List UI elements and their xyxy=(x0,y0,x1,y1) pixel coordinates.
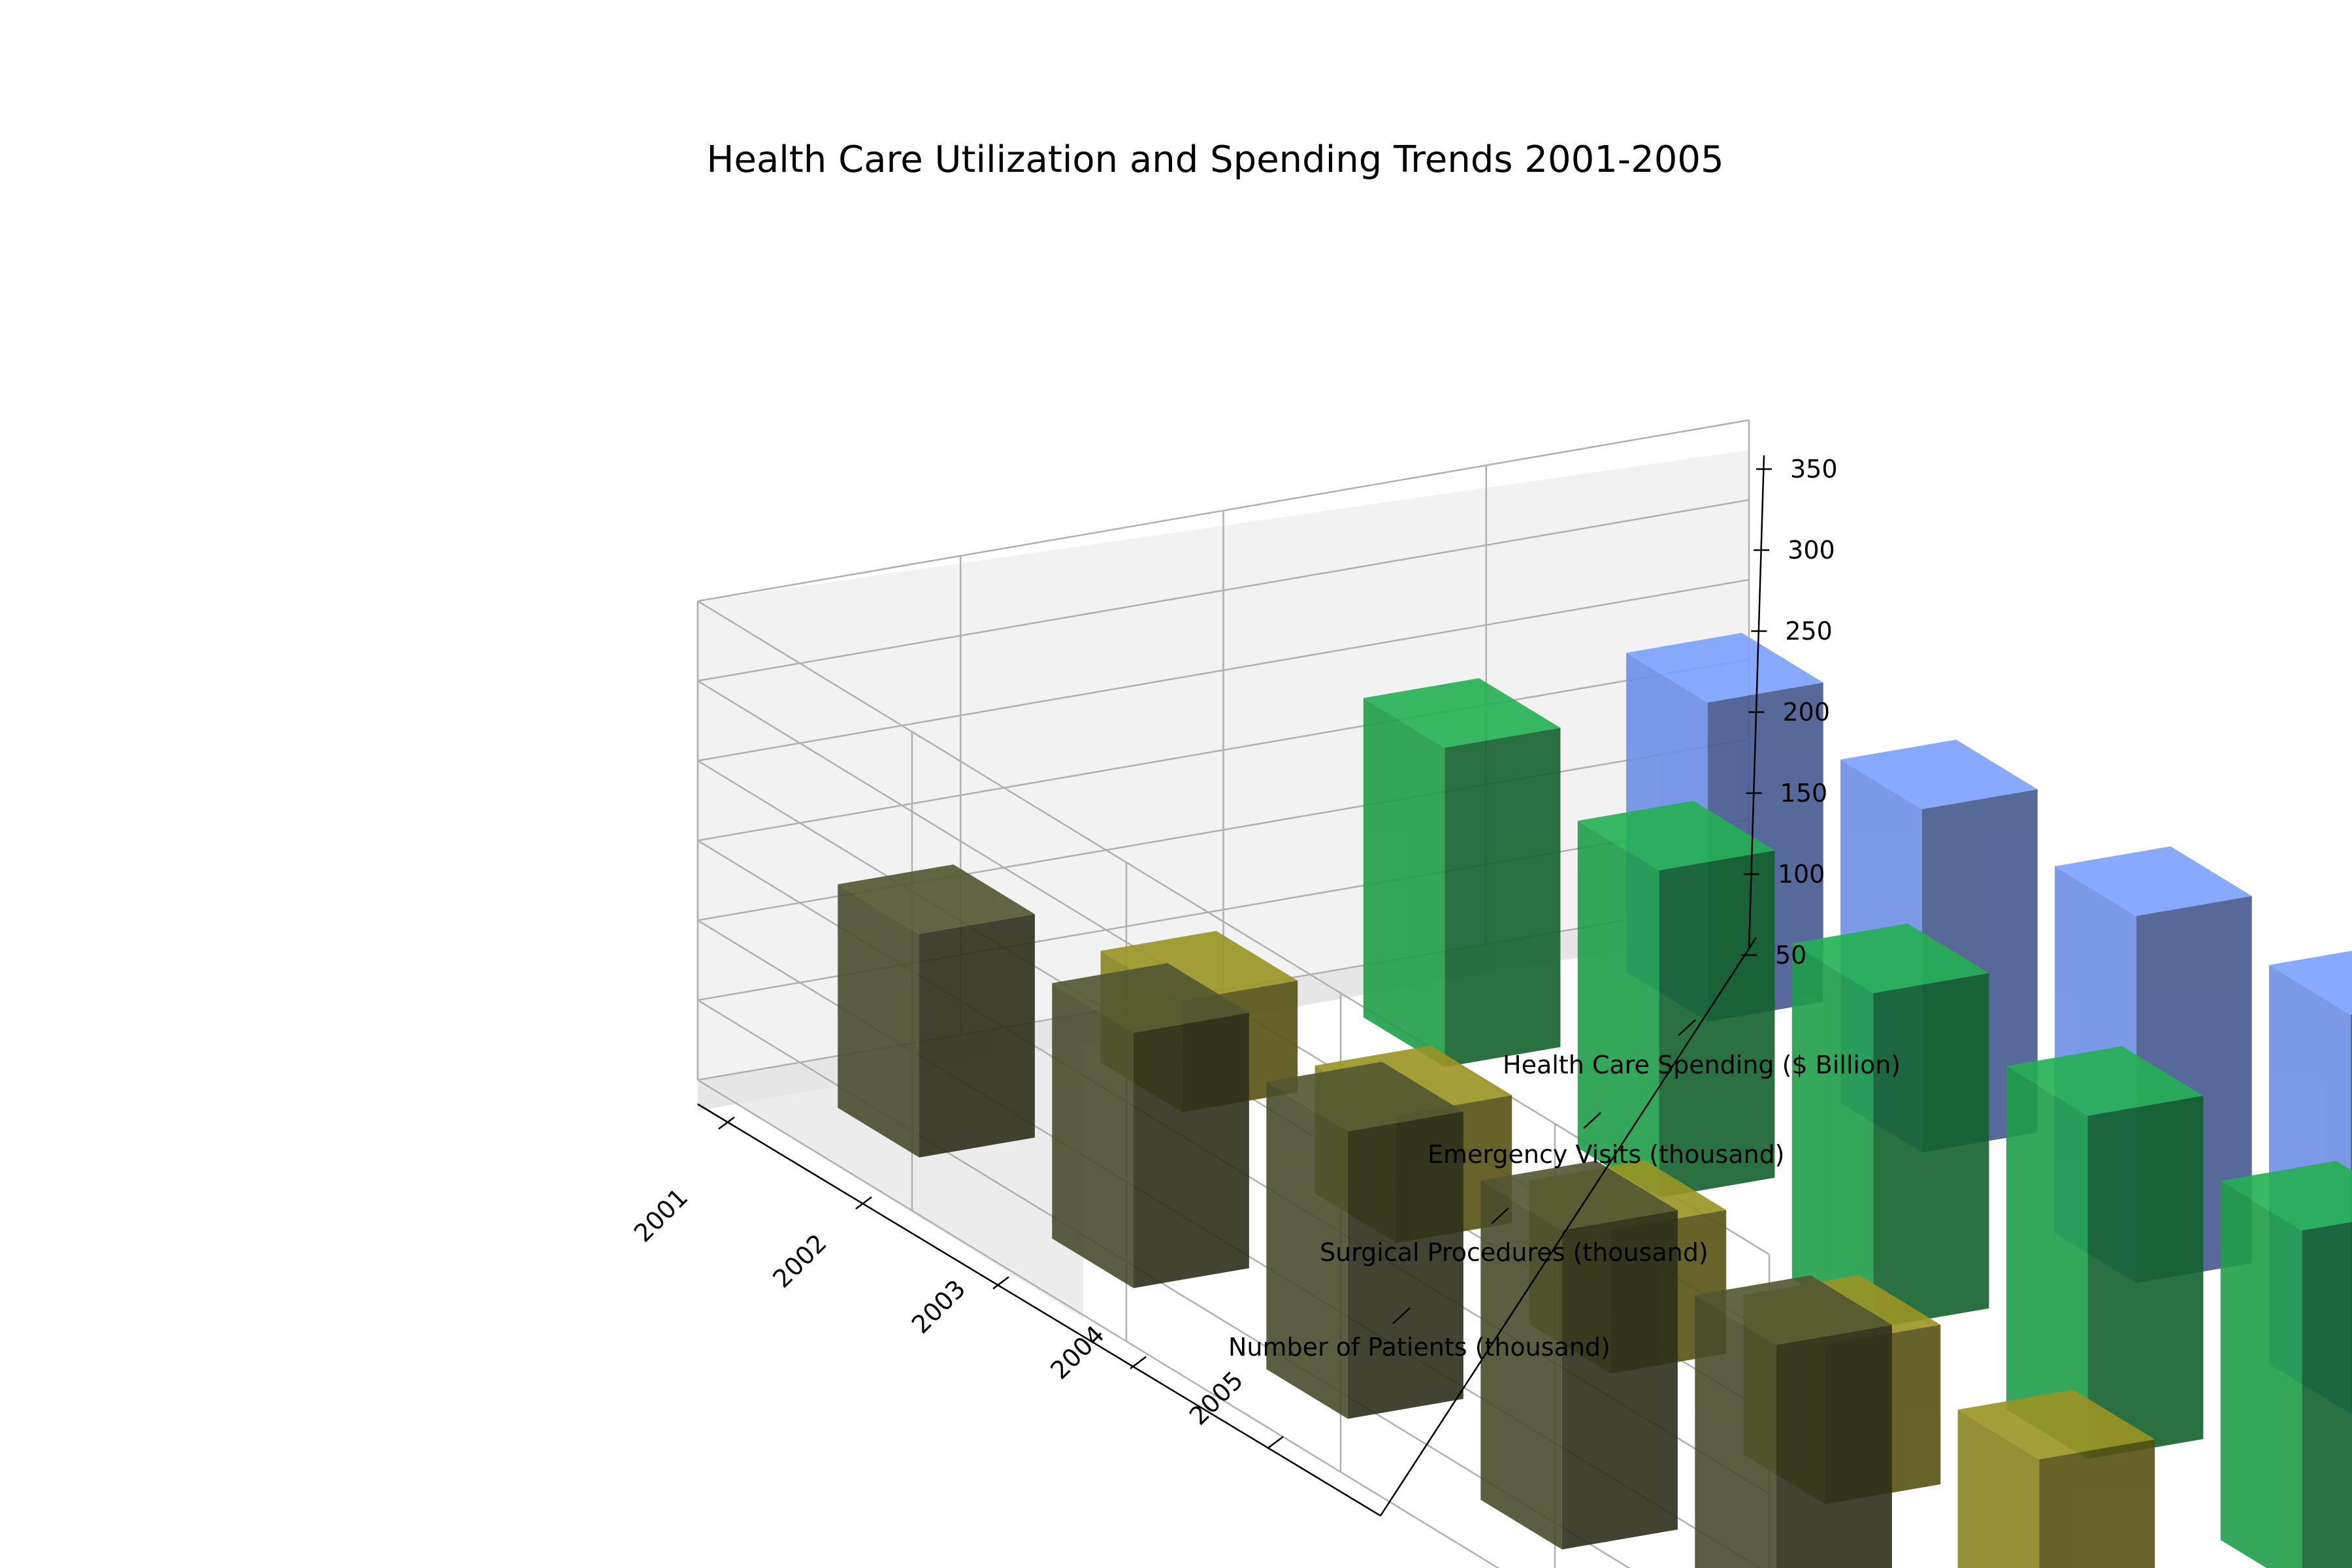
bars-layer xyxy=(838,632,2352,1568)
z-tick-label: 200 xyxy=(1783,698,1831,727)
bar-face-front xyxy=(1363,698,1445,1068)
z-tick-labels: 50 100 150 200 250 300 350 xyxy=(1775,455,1838,970)
bar-face-side xyxy=(1445,728,1561,1068)
bar-face-top xyxy=(1577,800,1775,871)
bar-face-side xyxy=(2039,1439,2155,1568)
bar-face-front xyxy=(1480,1180,1562,1550)
x-tick-mark xyxy=(718,1117,735,1130)
z-tick-label: 150 xyxy=(1780,779,1828,808)
bar-face-side xyxy=(1134,1013,1249,1288)
bar-face-side xyxy=(2302,1222,2352,1568)
bar-face-top xyxy=(1052,963,1249,1033)
bar-face-top xyxy=(1791,923,1989,993)
bar-face-side xyxy=(919,914,1035,1158)
x-tick-label: 2001 xyxy=(629,1183,694,1248)
z-tick-label: 300 xyxy=(1788,536,1835,564)
bar-face-side xyxy=(1659,850,1775,1198)
bar-face-top xyxy=(838,864,1035,934)
bar-face-top xyxy=(1480,1160,1678,1230)
z-tick-label: 350 xyxy=(1790,455,1838,483)
x-tick-mark xyxy=(1267,1436,1284,1449)
bar-2004-series-0 xyxy=(1480,1160,1678,1550)
bar-face-top xyxy=(1695,1275,1892,1345)
bar-face-side xyxy=(1561,1210,1678,1550)
bar-2005-series-2 xyxy=(2220,1160,2352,1568)
grid-line-z xyxy=(697,1079,1500,1568)
chart-title: Health Care Utilization and Spending Tre… xyxy=(706,139,1723,181)
bar-face-top xyxy=(1957,1390,2155,1460)
x-tick-mark xyxy=(992,1276,1009,1290)
bar-face-top xyxy=(1266,1062,1463,1132)
bar-2002-series-0 xyxy=(1052,963,1249,1288)
bar-face-top xyxy=(1100,930,1298,1001)
bar-face-top xyxy=(1315,1045,1512,1115)
x-tick-label: 2003 xyxy=(906,1274,972,1339)
bar-2002-series-2 xyxy=(1577,800,1775,1198)
bar-2005-series-0 xyxy=(1695,1275,1892,1568)
bar-face-front xyxy=(1791,943,1874,1329)
bar-face-side xyxy=(1873,973,1989,1329)
z-tick-label: 50 xyxy=(1775,941,1806,970)
bar-face-top xyxy=(1840,740,2038,809)
x-tick-label: 2005 xyxy=(1184,1365,1249,1431)
bar-2004-series-2 xyxy=(2006,1046,2204,1460)
bar-2003-series-0 xyxy=(1266,1062,1463,1419)
y-tick-mark xyxy=(1678,1019,1696,1036)
bar-face-front xyxy=(1577,821,1659,1198)
bar-face-top xyxy=(1626,632,1823,703)
y-tick-mark xyxy=(1392,1307,1411,1324)
bar-face-top xyxy=(2055,846,2252,916)
bar-2001-series-0 xyxy=(838,864,1035,1158)
bar-face-side xyxy=(2087,1096,2204,1460)
bar-face-side xyxy=(1347,1111,1463,1419)
bar-2003-series-2 xyxy=(1791,923,1989,1329)
z-tick-label: 100 xyxy=(1778,860,1825,889)
y-tick-label: Emergency Visits (thousand) xyxy=(1428,1140,1785,1169)
y-tick-mark xyxy=(1583,1112,1601,1129)
bar-face-front xyxy=(838,884,919,1158)
x-axis-line xyxy=(697,1103,1381,1517)
axes-layer xyxy=(697,455,1772,1517)
x-tick-label: 2002 xyxy=(767,1228,832,1294)
x-tick-label: 2004 xyxy=(1045,1320,1110,1385)
bar-2001-series-2 xyxy=(1363,678,1561,1068)
bar-face-front xyxy=(1266,1081,1348,1419)
x-tick-mark xyxy=(855,1196,872,1210)
y-tick-label: Surgical Procedures (thousand) xyxy=(1320,1238,1708,1267)
bar-face-top xyxy=(2269,951,2352,1015)
bar-face-front xyxy=(2220,1181,2302,1568)
bar-face-front xyxy=(1695,1295,1776,1568)
bar-face-top xyxy=(2220,1160,2352,1231)
bar-2005-series-1 xyxy=(1957,1390,2155,1568)
y-tick-label: Number of Patients (thousand) xyxy=(1228,1333,1610,1362)
bar-face-front xyxy=(1957,1409,2040,1568)
z-axis-line xyxy=(1748,455,1765,949)
y-tick-mark xyxy=(1491,1207,1509,1224)
y-tick-labels: Number of Patients (thousand) Surgical Pr… xyxy=(1228,1051,1901,1362)
bar-face-top xyxy=(1363,678,1561,748)
y-axis-line xyxy=(1379,937,1757,1516)
z-tick-label: 250 xyxy=(1785,617,1833,645)
x-tick-mark xyxy=(1130,1356,1147,1369)
y-tick-label: Health Care Spending ($ Billion) xyxy=(1503,1051,1901,1079)
bar-face-top xyxy=(2006,1046,2204,1116)
bar-face-front xyxy=(2006,1066,2088,1460)
bar-face-side xyxy=(1776,1325,1892,1568)
bar-face-front xyxy=(1052,983,1134,1288)
